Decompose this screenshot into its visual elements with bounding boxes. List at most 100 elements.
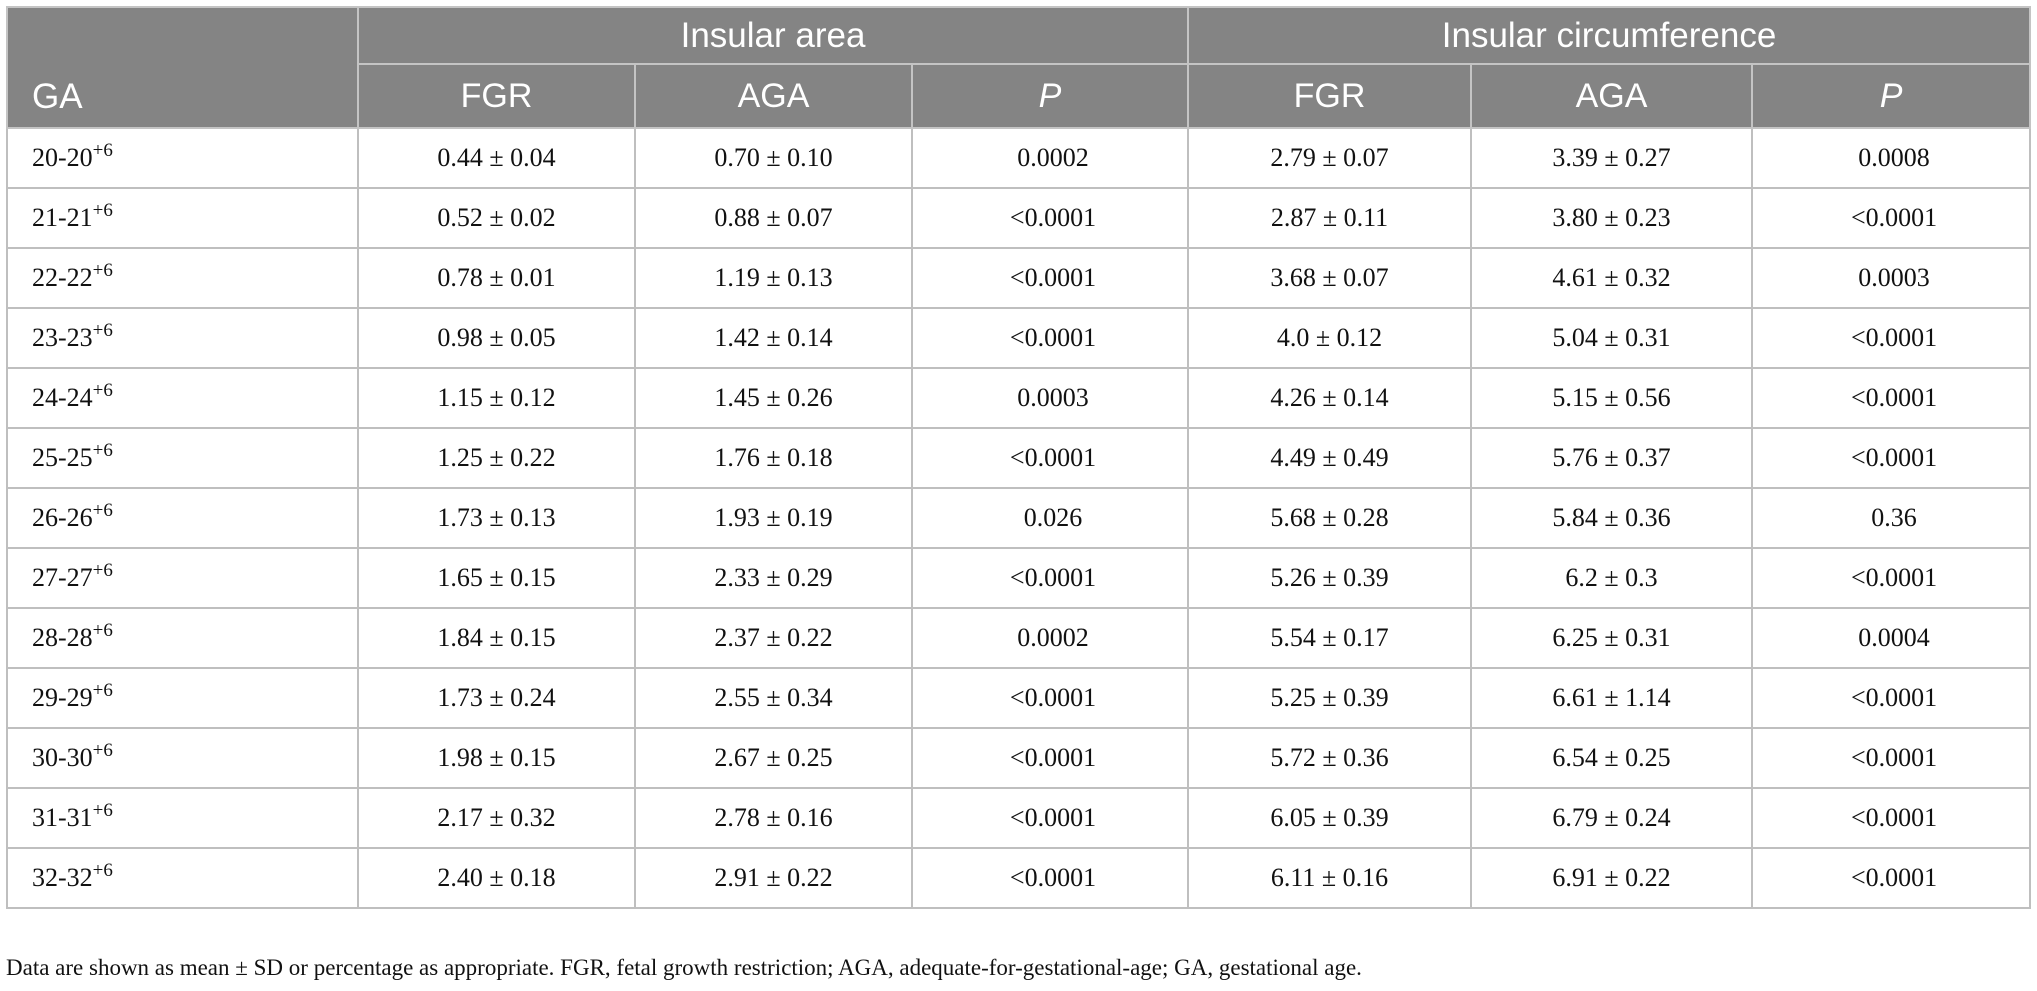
cell-ga: 32-32+6 (6, 847, 359, 909)
cell-area-fgr: 2.17 ± 0.32 (357, 787, 636, 849)
cell-area-fgr: 1.65 ± 0.15 (357, 547, 636, 609)
ga-range: 21-21 (32, 203, 93, 232)
ga-days-superscript: +6 (92, 140, 113, 161)
cell-circ-aga: 5.84 ± 0.36 (1470, 487, 1754, 549)
cell-circ-aga: 6.79 ± 0.24 (1470, 787, 1754, 849)
cell-area-fgr: 0.98 ± 0.05 (357, 307, 636, 369)
column-header-area-fgr: FGR (357, 63, 636, 129)
cell-circ-fgr: 4.49 ± 0.49 (1187, 427, 1473, 489)
ga-range: 27-27 (32, 563, 93, 592)
cell-circ-fgr: 4.0 ± 0.12 (1187, 307, 1473, 369)
cell-area-aga: 2.55 ± 0.34 (634, 667, 913, 729)
cell-area-p: 0.0003 (910, 367, 1190, 429)
cell-circ-p: <0.0001 (1751, 787, 2032, 849)
cell-ga: 26-26+6 (6, 487, 359, 549)
table-footnote: Data are shown as mean ± SD or percentag… (6, 955, 1362, 980)
cell-circ-p: <0.0001 (1751, 367, 2032, 429)
cell-circ-aga: 4.61 ± 0.32 (1470, 247, 1754, 309)
ga-days-superscript: +6 (92, 260, 113, 281)
cell-area-p: 0.0002 (910, 127, 1190, 189)
table-row: 20-20+6 0.44 ± 0.04 0.70 ± 0.10 0.0002 2.79 … (6, 127, 2032, 189)
ga-range: 24-24 (32, 383, 93, 412)
cell-circ-fgr: 5.72 ± 0.36 (1187, 727, 1473, 789)
table-row: 22-22+6 0.78 ± 0.01 1.19 ± 0.13 <0.0001 3.68… (6, 247, 2032, 309)
cell-circ-aga: 3.39 ± 0.27 (1470, 127, 1754, 189)
cell-circ-p: 0.0004 (1751, 607, 2032, 669)
ga-range: 23-23 (32, 323, 93, 352)
cell-ga: 28-28+6 (6, 607, 359, 669)
cell-circ-p: <0.0001 (1751, 727, 2032, 789)
table-row: 32-32+6 2.40 ± 0.18 2.91 ± 0.22 <0.0001 6.11… (6, 847, 2032, 909)
cell-area-aga: 0.70 ± 0.10 (634, 127, 913, 189)
insular-measurements-table: GA Insular area Insular circumference FG… (6, 6, 2032, 909)
ga-range: 32-32 (32, 863, 93, 892)
data-table-container: GA Insular area Insular circumference FG… (6, 6, 2032, 909)
cell-ga: 21-21+6 (6, 187, 359, 249)
ga-range: 28-28 (32, 623, 93, 652)
cell-area-aga: 2.78 ± 0.16 (634, 787, 913, 849)
cell-area-p: <0.0001 (910, 787, 1190, 849)
cell-area-fgr: 0.52 ± 0.02 (357, 187, 636, 249)
cell-area-p: <0.0001 (910, 187, 1190, 249)
cell-area-p: <0.0001 (910, 847, 1190, 909)
ga-range: 22-22 (32, 263, 93, 292)
cell-circ-fgr: 4.26 ± 0.14 (1187, 367, 1473, 429)
ga-days-superscript: +6 (92, 440, 113, 461)
table-row: 27-27+6 1.65 ± 0.15 2.33 ± 0.29 <0.0001 5.26… (6, 547, 2032, 609)
cell-area-aga: 2.67 ± 0.25 (634, 727, 913, 789)
cell-area-p: <0.0001 (910, 427, 1190, 489)
cell-circ-fgr: 2.79 ± 0.07 (1187, 127, 1473, 189)
ga-days-superscript: +6 (92, 500, 113, 521)
ga-range: 25-25 (32, 443, 93, 472)
group-header-insular-area: Insular area (356, 6, 1190, 65)
cell-ga: 23-23+6 (6, 307, 359, 369)
cell-area-p: <0.0001 (910, 247, 1190, 309)
cell-area-aga: 0.88 ± 0.07 (634, 187, 913, 249)
cell-circ-fgr: 2.87 ± 0.11 (1187, 187, 1473, 249)
cell-area-p: 0.026 (910, 487, 1190, 549)
cell-circ-p: <0.0001 (1751, 667, 2032, 729)
ga-days-superscript: +6 (92, 860, 113, 881)
cell-ga: 20-20+6 (6, 127, 359, 189)
ga-days-superscript: +6 (92, 560, 113, 581)
cell-area-p: <0.0001 (910, 307, 1190, 369)
group-header-insular-circumference: Insular circumference (1187, 6, 2032, 65)
column-header-area-aga: AGA (634, 63, 913, 129)
ga-range: 29-29 (32, 683, 93, 712)
cell-circ-aga: 3.80 ± 0.23 (1470, 187, 1754, 249)
column-header-circ-fgr: FGR (1187, 63, 1473, 129)
cell-circ-fgr: 5.26 ± 0.39 (1187, 547, 1473, 609)
cell-ga: 29-29+6 (6, 667, 359, 729)
cell-circ-fgr: 6.05 ± 0.39 (1187, 787, 1473, 849)
cell-ga: 31-31+6 (6, 787, 359, 849)
ga-days-superscript: +6 (92, 740, 113, 761)
table-row: 28-28+6 1.84 ± 0.15 2.37 ± 0.22 0.0002 5.54 … (6, 607, 2032, 669)
cell-area-fgr: 0.78 ± 0.01 (357, 247, 636, 309)
ga-range: 30-30 (32, 743, 93, 772)
ga-range: 20-20 (32, 143, 93, 172)
table-row: 23-23+6 0.98 ± 0.05 1.42 ± 0.14 <0.0001 4.0 … (6, 307, 2032, 369)
ga-range: 31-31 (32, 803, 93, 832)
ga-days-superscript: +6 (92, 200, 113, 221)
cell-area-fgr: 1.98 ± 0.15 (357, 727, 636, 789)
cell-circ-fgr: 5.68 ± 0.28 (1187, 487, 1473, 549)
cell-area-fgr: 2.40 ± 0.18 (357, 847, 636, 909)
cell-circ-fgr: 3.68 ± 0.07 (1187, 247, 1473, 309)
cell-area-fgr: 1.25 ± 0.22 (357, 427, 636, 489)
cell-circ-p: <0.0001 (1751, 547, 2032, 609)
cell-area-aga: 1.76 ± 0.18 (634, 427, 913, 489)
cell-area-fgr: 1.15 ± 0.12 (357, 367, 636, 429)
column-header-ga: GA (6, 6, 359, 129)
cell-area-p: 0.0002 (910, 607, 1190, 669)
cell-circ-aga: 6.54 ± 0.25 (1470, 727, 1754, 789)
cell-area-aga: 2.37 ± 0.22 (634, 607, 913, 669)
cell-ga: 24-24+6 (6, 367, 359, 429)
ga-days-superscript: +6 (92, 320, 113, 341)
cell-area-p: <0.0001 (910, 667, 1190, 729)
column-header-circ-p: P (1751, 63, 2032, 129)
ga-days-superscript: +6 (92, 620, 113, 641)
cell-circ-aga: 6.2 ± 0.3 (1470, 547, 1754, 609)
table-row: 24-24+6 1.15 ± 0.12 1.45 ± 0.26 0.0003 4.26 … (6, 367, 2032, 429)
cell-area-p: <0.0001 (910, 547, 1190, 609)
cell-circ-p: 0.0003 (1751, 247, 2032, 309)
